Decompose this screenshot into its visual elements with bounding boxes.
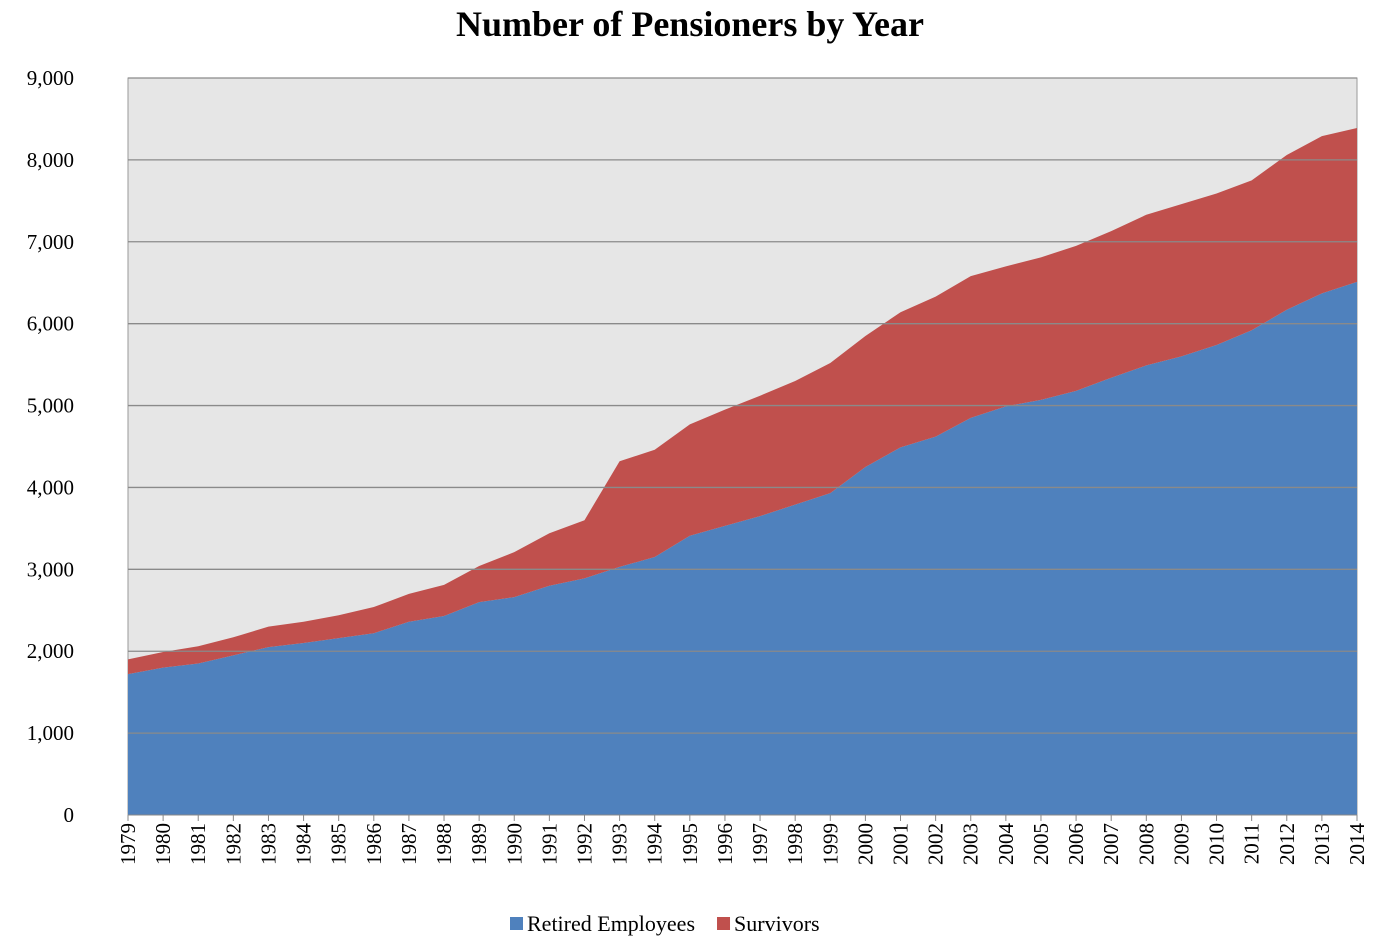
x-tick-label: 2007 xyxy=(1099,823,1123,865)
x-tick-label: 1983 xyxy=(256,823,280,865)
x-tick-label: 1987 xyxy=(397,823,421,865)
legend-label: Survivors xyxy=(734,911,820,936)
x-tick-label: 1999 xyxy=(818,823,842,865)
y-tick-label: 0 xyxy=(64,803,75,827)
y-tick-label: 6,000 xyxy=(27,312,74,336)
x-tick-label: 1995 xyxy=(678,823,702,865)
x-tick-label: 1988 xyxy=(432,823,456,865)
area xyxy=(128,127,1357,675)
legend-swatch xyxy=(717,917,731,930)
y-tick-label: 9,000 xyxy=(27,66,74,90)
y-tick-label: 2,000 xyxy=(27,639,74,663)
x-tick-label: 1997 xyxy=(748,823,772,865)
x-tick-label: 1986 xyxy=(362,823,386,865)
y-tick-label: 7,000 xyxy=(27,230,74,254)
x-tick-label: 2012 xyxy=(1275,823,1299,865)
x-tick-label: 1993 xyxy=(608,823,632,865)
y-tick-label: 5,000 xyxy=(27,394,74,418)
x-tick-label: 2011 xyxy=(1240,823,1264,864)
y-tick-label: 1,000 xyxy=(27,721,74,745)
x-tick-label: 1990 xyxy=(502,823,526,865)
x-tick-label: 2006 xyxy=(1064,823,1088,865)
x-tick-label: 1981 xyxy=(186,823,210,865)
y-tick-label: 8,000 xyxy=(27,148,74,172)
x-tick-label: 1992 xyxy=(572,823,596,865)
x-tick-label: 2005 xyxy=(1029,823,1053,865)
x-tick-label: 1985 xyxy=(327,823,351,865)
x-tick-label: 1989 xyxy=(467,823,491,865)
x-tick-label: 1998 xyxy=(783,823,807,865)
x-tick-label: 1980 xyxy=(151,823,175,865)
y-tick-label: 4,000 xyxy=(27,475,74,499)
x-tick-label: 2010 xyxy=(1205,823,1229,865)
x-tick-label: 1996 xyxy=(713,823,737,865)
legend-label: Retired Employees xyxy=(527,911,695,936)
x-tick-label: 1984 xyxy=(292,823,316,866)
x-tick-label: 1994 xyxy=(643,823,667,866)
area xyxy=(128,281,1357,815)
chart-title: Number of Pensioners by Year xyxy=(456,4,924,44)
x-tick-label: 2000 xyxy=(853,823,877,865)
x-tick-label: 2013 xyxy=(1310,823,1334,865)
y-tick-label: 3,000 xyxy=(27,557,74,581)
x-tick-label: 2001 xyxy=(889,823,913,865)
x-tick-label: 1979 xyxy=(116,823,140,865)
x-tick-label: 2004 xyxy=(994,823,1018,866)
x-tick-label: 1991 xyxy=(537,823,561,865)
x-tick-label: 2003 xyxy=(959,823,983,865)
x-tick-label: 1982 xyxy=(221,823,245,865)
x-tick-label: 2014 xyxy=(1345,823,1369,866)
legend-swatch xyxy=(510,917,523,930)
x-tick-label: 2009 xyxy=(1169,823,1193,865)
x-tick-label: 2002 xyxy=(924,823,948,865)
x-tick-label: 2008 xyxy=(1134,823,1158,865)
